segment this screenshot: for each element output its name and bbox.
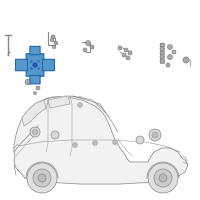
Circle shape bbox=[52, 45, 56, 49]
Circle shape bbox=[30, 127, 40, 137]
Circle shape bbox=[118, 46, 122, 50]
FancyBboxPatch shape bbox=[42, 59, 54, 71]
Circle shape bbox=[54, 41, 58, 45]
Circle shape bbox=[124, 48, 128, 52]
Circle shape bbox=[168, 45, 172, 49]
Circle shape bbox=[160, 47, 164, 51]
Circle shape bbox=[34, 92, 36, 95]
Circle shape bbox=[136, 136, 144, 144]
Circle shape bbox=[92, 140, 98, 146]
Circle shape bbox=[159, 174, 167, 182]
Circle shape bbox=[72, 142, 78, 148]
FancyBboxPatch shape bbox=[30, 75, 40, 84]
FancyBboxPatch shape bbox=[15, 59, 27, 71]
Polygon shape bbox=[48, 96, 70, 108]
Circle shape bbox=[33, 63, 37, 67]
Polygon shape bbox=[14, 97, 188, 184]
Circle shape bbox=[38, 174, 46, 182]
Polygon shape bbox=[22, 100, 46, 126]
FancyBboxPatch shape bbox=[30, 46, 40, 55]
Circle shape bbox=[172, 50, 176, 54]
Circle shape bbox=[166, 63, 170, 67]
Circle shape bbox=[160, 59, 164, 63]
Circle shape bbox=[36, 86, 40, 90]
Circle shape bbox=[160, 51, 164, 55]
Circle shape bbox=[30, 68, 32, 70]
Circle shape bbox=[51, 131, 59, 139]
Circle shape bbox=[83, 48, 87, 52]
Circle shape bbox=[78, 102, 83, 108]
Circle shape bbox=[128, 51, 132, 55]
Circle shape bbox=[38, 68, 40, 70]
Polygon shape bbox=[72, 96, 108, 116]
Circle shape bbox=[112, 140, 118, 144]
Circle shape bbox=[126, 56, 130, 60]
Circle shape bbox=[168, 54, 172, 60]
Circle shape bbox=[33, 169, 51, 187]
Circle shape bbox=[148, 163, 178, 193]
Circle shape bbox=[160, 43, 164, 47]
Circle shape bbox=[154, 169, 172, 187]
Circle shape bbox=[25, 79, 31, 85]
Circle shape bbox=[90, 45, 94, 49]
Circle shape bbox=[149, 129, 161, 141]
Circle shape bbox=[38, 60, 40, 62]
Circle shape bbox=[51, 35, 55, 39]
Circle shape bbox=[122, 53, 126, 57]
Circle shape bbox=[183, 57, 189, 63]
Circle shape bbox=[30, 60, 32, 62]
Circle shape bbox=[160, 55, 164, 59]
Circle shape bbox=[27, 163, 57, 193]
Circle shape bbox=[32, 130, 38, 134]
FancyBboxPatch shape bbox=[26, 54, 44, 76]
Circle shape bbox=[152, 132, 158, 138]
Circle shape bbox=[86, 40, 90, 46]
Circle shape bbox=[50, 38, 54, 42]
